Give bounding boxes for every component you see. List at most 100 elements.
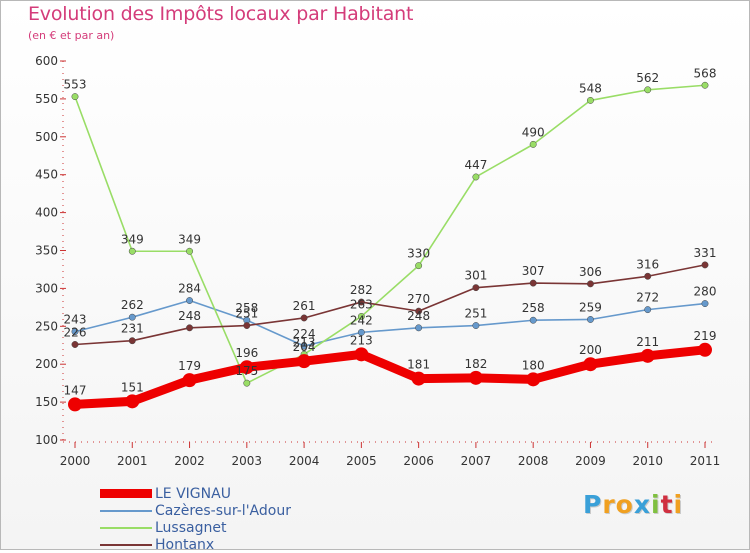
series-line-hontanx (74, 264, 706, 346)
data-point-hontanx (186, 324, 193, 332)
x-tick-label: 2001 (117, 454, 148, 468)
data-label-caz-res-sur-l-adour: 280 (694, 285, 717, 299)
data-point-caz-res-sur-l-adour (472, 322, 480, 329)
data-point-hontanx (128, 337, 136, 345)
data-label-lussagnet: 263 (350, 297, 373, 311)
data-label-lussagnet: 447 (464, 158, 487, 172)
data-point-le-vignau (411, 371, 426, 386)
x-tick-label: 2010 (632, 454, 663, 468)
logo-letter: r (602, 490, 616, 519)
series-points (68, 81, 712, 412)
data-label-hontanx: 226 (64, 325, 87, 339)
data-point-caz-res-sur-l-adour (186, 297, 193, 304)
data-label-caz-res-sur-l-adour: 243 (64, 313, 87, 327)
y-tick-label: 300 (35, 281, 58, 295)
data-label-hontanx: 282 (350, 283, 373, 297)
data-point-caz-res-sur-l-adour (587, 316, 594, 323)
chart-title: Evolution des Impôts locaux par Habitant (28, 3, 414, 25)
data-point-hontanx (587, 280, 594, 288)
data-label-le-vignau: 179 (178, 359, 201, 373)
data-label-le-vignau: 147 (64, 383, 87, 397)
data-label-le-vignau: 204 (293, 340, 316, 354)
data-label-caz-res-sur-l-adour: 258 (522, 301, 545, 315)
proxiti-logo: Proxiti (583, 490, 683, 519)
data-label-caz-res-sur-l-adour: 259 (579, 300, 602, 314)
data-label-hontanx: 231 (121, 322, 144, 336)
y-tick-label: 450 (35, 168, 58, 182)
data-label-le-vignau: 181 (407, 358, 430, 372)
data-point-hontanx (472, 284, 480, 292)
logo-letter: P (583, 490, 603, 519)
data-point-hontanx (529, 279, 537, 287)
data-point-caz-res-sur-l-adour (529, 316, 537, 324)
data-point-lussagnet (529, 140, 537, 148)
x-tick-label: 2008 (518, 454, 549, 468)
legend-swatch (100, 489, 152, 498)
logo-letter: i (651, 490, 661, 519)
logo-letter: o (615, 490, 634, 519)
x-tick-label: 2000 (60, 454, 91, 468)
data-label-lussagnet: 349 (178, 232, 201, 246)
legend-label: Lussagnet (155, 519, 227, 536)
data-point-lussagnet (701, 81, 709, 89)
logo-letter: i (673, 490, 684, 519)
logo-letter: t (660, 490, 674, 519)
data-point-hontanx (300, 314, 308, 322)
x-tick-label: 2011 (690, 454, 721, 468)
data-label-lussagnet: 490 (522, 125, 545, 139)
y-tick-label: 150 (35, 395, 58, 409)
axes: 100 150 200 250 300 350 400 450 500 550 600 2000 200… (35, 54, 720, 468)
data-label-hontanx: 301 (464, 269, 487, 283)
data-point-caz-res-sur-l-adour (701, 300, 709, 308)
legend-swatch (100, 526, 152, 529)
y-tick-label: 600 (35, 54, 58, 68)
data-label-hontanx: 331 (694, 246, 717, 260)
data-label-caz-res-sur-l-adour: 258 (235, 301, 258, 315)
y-tick-label: 550 (35, 92, 58, 106)
data-label-hontanx: 251 (235, 307, 258, 321)
data-label-le-vignau: 182 (464, 357, 487, 371)
data-point-hontanx (243, 322, 251, 329)
data-label-caz-res-sur-l-adour: 248 (407, 309, 430, 323)
data-point-le-vignau (526, 372, 541, 387)
data-label-hontanx: 270 (407, 292, 430, 306)
data-label-lussagnet: 553 (64, 78, 87, 92)
data-label-caz-res-sur-l-adour: 262 (121, 298, 144, 312)
data-label-le-vignau: 200 (579, 343, 602, 357)
data-label-lussagnet: 349 (121, 232, 144, 246)
data-point-le-vignau (354, 347, 369, 362)
data-label-le-vignau: 211 (636, 335, 659, 349)
x-tick-label: 2005 (346, 454, 377, 468)
y-tick-label: 100 (35, 433, 58, 447)
data-label-lussagnet: 213 (293, 335, 316, 349)
data-label-caz-res-sur-l-adour: 284 (178, 282, 201, 296)
data-point-caz-res-sur-l-adour (415, 324, 423, 332)
y-tick-label: 200 (35, 357, 58, 371)
y-tick-label: 500 (35, 130, 58, 144)
data-label-caz-res-sur-l-adour: 251 (464, 307, 487, 321)
legend-swatch (100, 543, 152, 546)
data-point-le-vignau (125, 394, 140, 409)
data-point-le-vignau (182, 373, 197, 388)
data-point-hontanx (357, 298, 365, 306)
data-point-lussagnet (243, 379, 251, 387)
data-label-le-vignau: 219 (694, 329, 717, 343)
legend-item-hontanx: Hontanx (100, 536, 291, 553)
data-point-le-vignau (583, 357, 598, 372)
data-label-lussagnet: 175 (235, 364, 258, 378)
legend: LE VIGNAU Cazères-sur-l'Adour Lussagnet Hon… (100, 485, 291, 553)
data-point-lussagnet (644, 86, 652, 94)
data-point-hontanx (701, 261, 709, 269)
data-point-le-vignau (698, 342, 712, 357)
data-label-caz-res-sur-l-adour: 272 (636, 291, 659, 305)
data-label-caz-res-sur-l-adour: 224 (293, 327, 316, 341)
data-label-le-vignau: 213 (350, 333, 373, 347)
data-label-le-vignau: 180 (522, 358, 545, 372)
series-lines (70, 84, 710, 409)
legend-item-caz-res-sur-l-adour: Cazères-sur-l'Adour (100, 502, 291, 519)
data-label-caz-res-sur-l-adour: 242 (350, 313, 373, 327)
legend-swatch (100, 509, 152, 512)
data-point-caz-res-sur-l-adour (128, 313, 136, 321)
